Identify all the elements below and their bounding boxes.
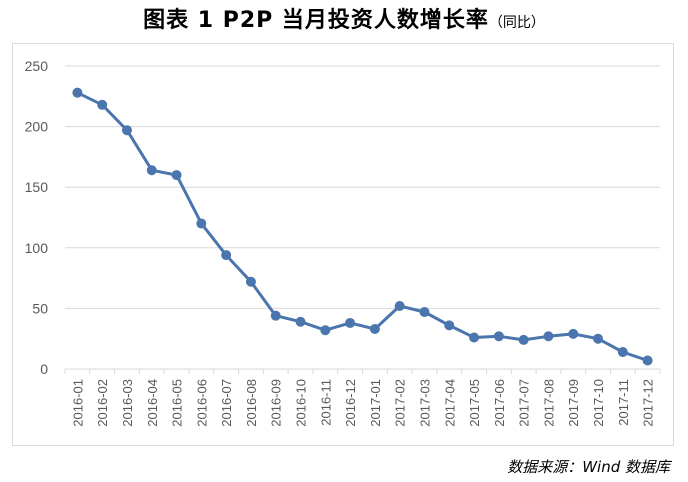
- data-point: [419, 307, 430, 318]
- data-point: [543, 331, 554, 342]
- data-point: [469, 332, 480, 343]
- x-tick-label: 2017-05: [467, 379, 482, 427]
- y-tick-label: 150: [25, 179, 49, 195]
- chart-title: 图表 1 P2P 当月投资人数增长率: [143, 8, 489, 33]
- x-tick-label: 2016-05: [170, 379, 185, 427]
- x-tick-label: 2016-02: [95, 379, 110, 427]
- data-point: [568, 328, 579, 339]
- data-point: [444, 320, 455, 331]
- y-tick-label: 0: [40, 361, 48, 377]
- x-tick-label: 2016-08: [244, 379, 259, 427]
- x-tick-label: 2017-01: [368, 379, 383, 427]
- y-tick-label: 250: [25, 58, 49, 74]
- source-note: 数据来源：Wind 数据库: [507, 458, 670, 476]
- data-point: [493, 331, 504, 342]
- data-point: [97, 99, 108, 110]
- y-tick-label: 100: [25, 240, 49, 256]
- x-tick-label: 2016-12: [343, 379, 358, 427]
- chart-title-block: 图表 1 P2P 当月投资人数增长率（同比）: [0, 2, 688, 34]
- data-point: [221, 250, 232, 261]
- data-point: [245, 276, 256, 287]
- x-tick-label: 2017-04: [442, 379, 457, 427]
- x-tick-label: 2016-11: [318, 379, 333, 426]
- chart-area-frame: [12, 43, 674, 446]
- y-tick-label: 200: [25, 119, 49, 135]
- x-tick-label: 2016-06: [194, 379, 209, 427]
- data-point: [72, 87, 83, 98]
- data-point: [196, 218, 207, 229]
- series-line: [76, 91, 649, 362]
- x-tick-label: 2017-02: [393, 379, 408, 427]
- data-point: [146, 165, 157, 176]
- data-point: [295, 316, 306, 327]
- y-tick-label: 50: [32, 300, 48, 316]
- x-tick-label: 2017-07: [517, 379, 532, 427]
- data-point: [593, 333, 604, 344]
- data-point: [171, 170, 182, 181]
- data-point: [121, 125, 132, 136]
- x-tick-label: 2017-12: [641, 379, 656, 427]
- x-tick-label: 2017-06: [492, 379, 507, 427]
- x-tick-label: 2016-10: [294, 379, 309, 427]
- x-tick-label: 2016-04: [145, 379, 160, 427]
- x-tick-label: 2017-09: [566, 379, 581, 427]
- data-point: [345, 317, 356, 328]
- data-point: [617, 347, 628, 358]
- x-tick-label: 2016-03: [120, 379, 135, 427]
- data-point: [518, 334, 529, 345]
- data-point: [320, 325, 331, 336]
- x-tick-label: 2017-03: [417, 379, 432, 427]
- data-point: [270, 310, 281, 321]
- data-point: [642, 355, 653, 366]
- x-tick-label: 2017-10: [591, 379, 606, 427]
- data-point: [369, 324, 380, 335]
- chart-subtitle: （同比）: [488, 15, 545, 31]
- x-tick-label: 2017-11: [616, 379, 631, 426]
- x-tick-label: 2016-07: [219, 379, 234, 427]
- data-point: [394, 300, 405, 311]
- x-tick-label: 2017-08: [541, 379, 556, 427]
- x-tick-label: 2016-09: [269, 379, 284, 427]
- x-tick-label: 2016-01: [70, 379, 85, 427]
